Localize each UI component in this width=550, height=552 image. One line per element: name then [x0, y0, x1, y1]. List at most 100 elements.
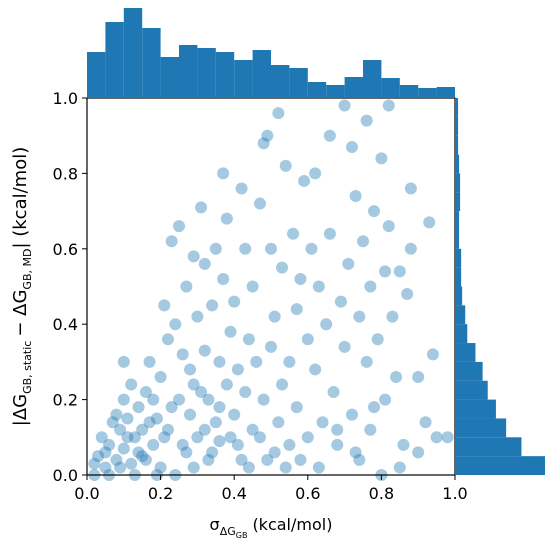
- scatter-point: [217, 167, 230, 180]
- scatter-point: [368, 205, 381, 218]
- scatter-point: [426, 348, 439, 361]
- scatter-point: [213, 401, 226, 414]
- x-tick-label: 0.2: [148, 484, 173, 503]
- scatter-point: [139, 453, 152, 466]
- scatter-point: [371, 333, 384, 346]
- top-histogram-bar: [179, 45, 198, 98]
- x-label-part: σ: [210, 515, 220, 534]
- top-histogram-bar: [160, 57, 179, 98]
- scatter-point: [353, 310, 366, 323]
- top-histogram-bar: [271, 65, 290, 98]
- scatter-point: [150, 412, 163, 425]
- right-histogram-bar: [455, 343, 476, 362]
- scatter-point: [323, 227, 336, 240]
- scatter-point: [441, 431, 454, 444]
- scatter-point: [375, 152, 388, 165]
- scatter-point: [195, 386, 208, 399]
- right-histogram-bar: [455, 248, 462, 268]
- top-histogram-bar: [307, 82, 327, 98]
- scatter-point: [136, 450, 149, 463]
- top-histogram-bar: [252, 50, 271, 98]
- scatter-point: [195, 201, 208, 214]
- y-label-part: |ΔG: [10, 394, 31, 426]
- scatter-point: [430, 431, 443, 444]
- y-label-part: GB, static: [21, 341, 34, 394]
- scatter-point: [368, 401, 381, 414]
- scatter-point: [338, 340, 351, 353]
- right-histogram-bar: [455, 399, 496, 419]
- scatter-point: [397, 438, 410, 451]
- top-histogram-bar: [436, 87, 455, 98]
- right-histogram-bar: [455, 229, 460, 249]
- top-histogram-bar: [215, 52, 235, 98]
- x-tick-label: 0.6: [295, 484, 320, 503]
- scatter-point: [290, 401, 303, 414]
- scatter-point: [117, 393, 130, 406]
- scatter-point: [99, 446, 112, 459]
- scatter-point: [136, 423, 149, 436]
- scatter-point: [202, 393, 215, 406]
- scatter-point: [128, 431, 141, 444]
- scatter-point: [401, 288, 414, 301]
- top-histogram-bar: [87, 52, 106, 98]
- right-histogram-bar: [455, 437, 522, 457]
- scatter-point: [213, 355, 226, 368]
- scatter-point: [106, 416, 119, 429]
- scatter-point: [95, 431, 108, 444]
- scatter-point: [206, 299, 219, 312]
- scatter-point: [265, 242, 277, 255]
- scatter-point: [161, 423, 174, 436]
- scatter-point: [250, 355, 263, 368]
- top-histogram-bar: [418, 88, 437, 98]
- right-histogram-bar: [455, 154, 460, 174]
- scatter-point: [121, 431, 134, 444]
- right-histogram-bar: [455, 116, 459, 136]
- right-histogram-bar: [455, 456, 545, 475]
- scatter-point: [253, 431, 266, 444]
- y-tick-label: 0.8: [53, 164, 78, 183]
- right-histogram-bar: [455, 380, 488, 400]
- scatter-point: [110, 453, 123, 466]
- scatter-point: [342, 257, 355, 270]
- scatter-point: [198, 423, 211, 436]
- top-histogram-bar: [105, 22, 124, 98]
- right-histogram-bar: [455, 267, 462, 287]
- scatter-point: [246, 423, 259, 436]
- y-tick-label: 0.0: [53, 466, 78, 485]
- scatter-point: [334, 295, 347, 308]
- scatter-point: [261, 129, 274, 142]
- scatter-point: [114, 423, 127, 436]
- scatter-point: [345, 408, 358, 421]
- scatter-point: [169, 318, 182, 331]
- scatter-point: [231, 363, 244, 376]
- scatter-point: [309, 167, 322, 180]
- scatter-point: [220, 212, 233, 225]
- scatter-point: [379, 265, 392, 278]
- scatter-point: [327, 386, 340, 399]
- scatter-point: [158, 299, 171, 312]
- scatter-point: [331, 438, 344, 451]
- right-histogram-bar: [455, 173, 461, 193]
- scatter-point: [272, 416, 285, 429]
- scatter-point: [312, 461, 325, 474]
- right-histogram-bar: [455, 418, 507, 438]
- y-tick-label: 1.0: [53, 89, 78, 108]
- scatter-point: [309, 363, 322, 376]
- x-label-part: GB: [236, 531, 248, 540]
- scatter-point: [390, 370, 403, 383]
- scatter-point: [412, 446, 425, 459]
- scatter-point: [283, 438, 296, 451]
- scatter-point: [294, 272, 307, 285]
- right-histogram-bar: [455, 305, 466, 325]
- scatter-point: [110, 408, 123, 421]
- scatter-point: [423, 216, 436, 229]
- y-label-part: | (kcal/mol): [10, 147, 31, 249]
- scatter-point: [198, 344, 211, 357]
- plot-frame: [86, 97, 456, 476]
- scatter-point: [382, 99, 395, 112]
- scatter-point: [220, 378, 233, 391]
- scatter-point: [187, 461, 200, 474]
- right-histogram-bar: [455, 361, 483, 381]
- scatter-point: [349, 190, 362, 203]
- scatter-point: [279, 461, 292, 474]
